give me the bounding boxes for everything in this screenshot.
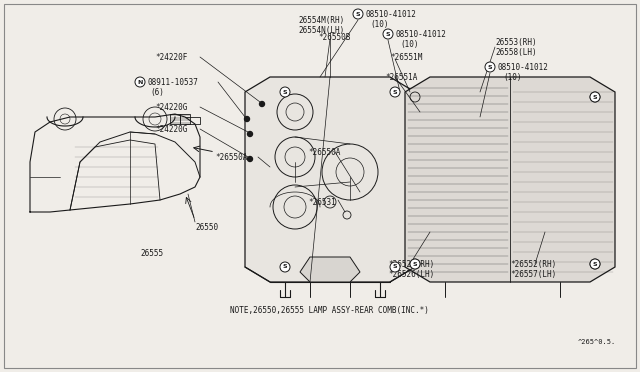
Text: *24220G: *24220G bbox=[155, 125, 188, 134]
Text: 08911-10537: 08911-10537 bbox=[148, 77, 199, 87]
Text: ^265^0.5.: ^265^0.5. bbox=[578, 339, 616, 345]
Text: 26554M(RH): 26554M(RH) bbox=[298, 16, 344, 25]
Text: (10): (10) bbox=[370, 19, 388, 29]
Text: 26550: 26550 bbox=[195, 222, 218, 231]
Text: *26521(RH): *26521(RH) bbox=[388, 260, 435, 269]
Text: *26550A: *26550A bbox=[308, 148, 340, 157]
Text: (10): (10) bbox=[400, 39, 419, 48]
Text: S: S bbox=[283, 90, 287, 94]
Text: 08510-41012: 08510-41012 bbox=[365, 10, 416, 19]
Text: S: S bbox=[488, 64, 492, 70]
Bar bbox=[180, 114, 190, 124]
Circle shape bbox=[590, 259, 600, 269]
Text: *26552(RH): *26552(RH) bbox=[510, 260, 556, 269]
Text: *24220F: *24220F bbox=[155, 52, 188, 61]
Text: S: S bbox=[393, 264, 397, 269]
Circle shape bbox=[383, 29, 393, 39]
Text: *24220G: *24220G bbox=[155, 103, 188, 112]
Text: 26553(RH): 26553(RH) bbox=[495, 38, 536, 46]
Text: S: S bbox=[283, 264, 287, 269]
Circle shape bbox=[280, 262, 290, 272]
Text: S: S bbox=[386, 32, 390, 36]
Circle shape bbox=[248, 157, 253, 161]
Text: S: S bbox=[593, 262, 597, 266]
Text: N: N bbox=[138, 80, 143, 84]
Circle shape bbox=[244, 116, 250, 122]
Text: *26551M: *26551M bbox=[390, 52, 422, 61]
Circle shape bbox=[135, 77, 145, 87]
Text: *26557(LH): *26557(LH) bbox=[510, 269, 556, 279]
Text: *26551A: *26551A bbox=[385, 73, 417, 81]
Polygon shape bbox=[245, 77, 415, 282]
Bar bbox=[170, 114, 180, 124]
Text: S: S bbox=[413, 262, 417, 266]
Text: (6): (6) bbox=[150, 87, 164, 96]
Text: S: S bbox=[593, 94, 597, 99]
Circle shape bbox=[390, 262, 400, 272]
Circle shape bbox=[353, 9, 363, 19]
Circle shape bbox=[590, 92, 600, 102]
Text: S: S bbox=[393, 90, 397, 94]
Circle shape bbox=[390, 87, 400, 97]
Text: NOTE,26550,26555 LAMP ASSY-REAR COMB(INC.*): NOTE,26550,26555 LAMP ASSY-REAR COMB(INC… bbox=[230, 305, 429, 314]
Text: 08510-41012: 08510-41012 bbox=[395, 29, 446, 38]
Text: *26550B: *26550B bbox=[318, 32, 350, 42]
Text: 26555: 26555 bbox=[140, 250, 163, 259]
Text: S: S bbox=[356, 12, 360, 16]
Polygon shape bbox=[300, 257, 360, 282]
Text: 08510-41012: 08510-41012 bbox=[497, 62, 548, 71]
Circle shape bbox=[485, 62, 495, 72]
Circle shape bbox=[410, 259, 420, 269]
Polygon shape bbox=[405, 77, 615, 282]
Circle shape bbox=[259, 102, 264, 106]
Text: 26554N(LH): 26554N(LH) bbox=[298, 26, 344, 35]
Circle shape bbox=[280, 87, 290, 97]
Circle shape bbox=[248, 131, 253, 137]
Text: *26531: *26531 bbox=[308, 198, 336, 206]
Text: (10): (10) bbox=[503, 73, 522, 81]
Text: *26526(LH): *26526(LH) bbox=[388, 269, 435, 279]
Text: *26550A: *26550A bbox=[215, 153, 248, 161]
Text: 26558(LH): 26558(LH) bbox=[495, 48, 536, 57]
